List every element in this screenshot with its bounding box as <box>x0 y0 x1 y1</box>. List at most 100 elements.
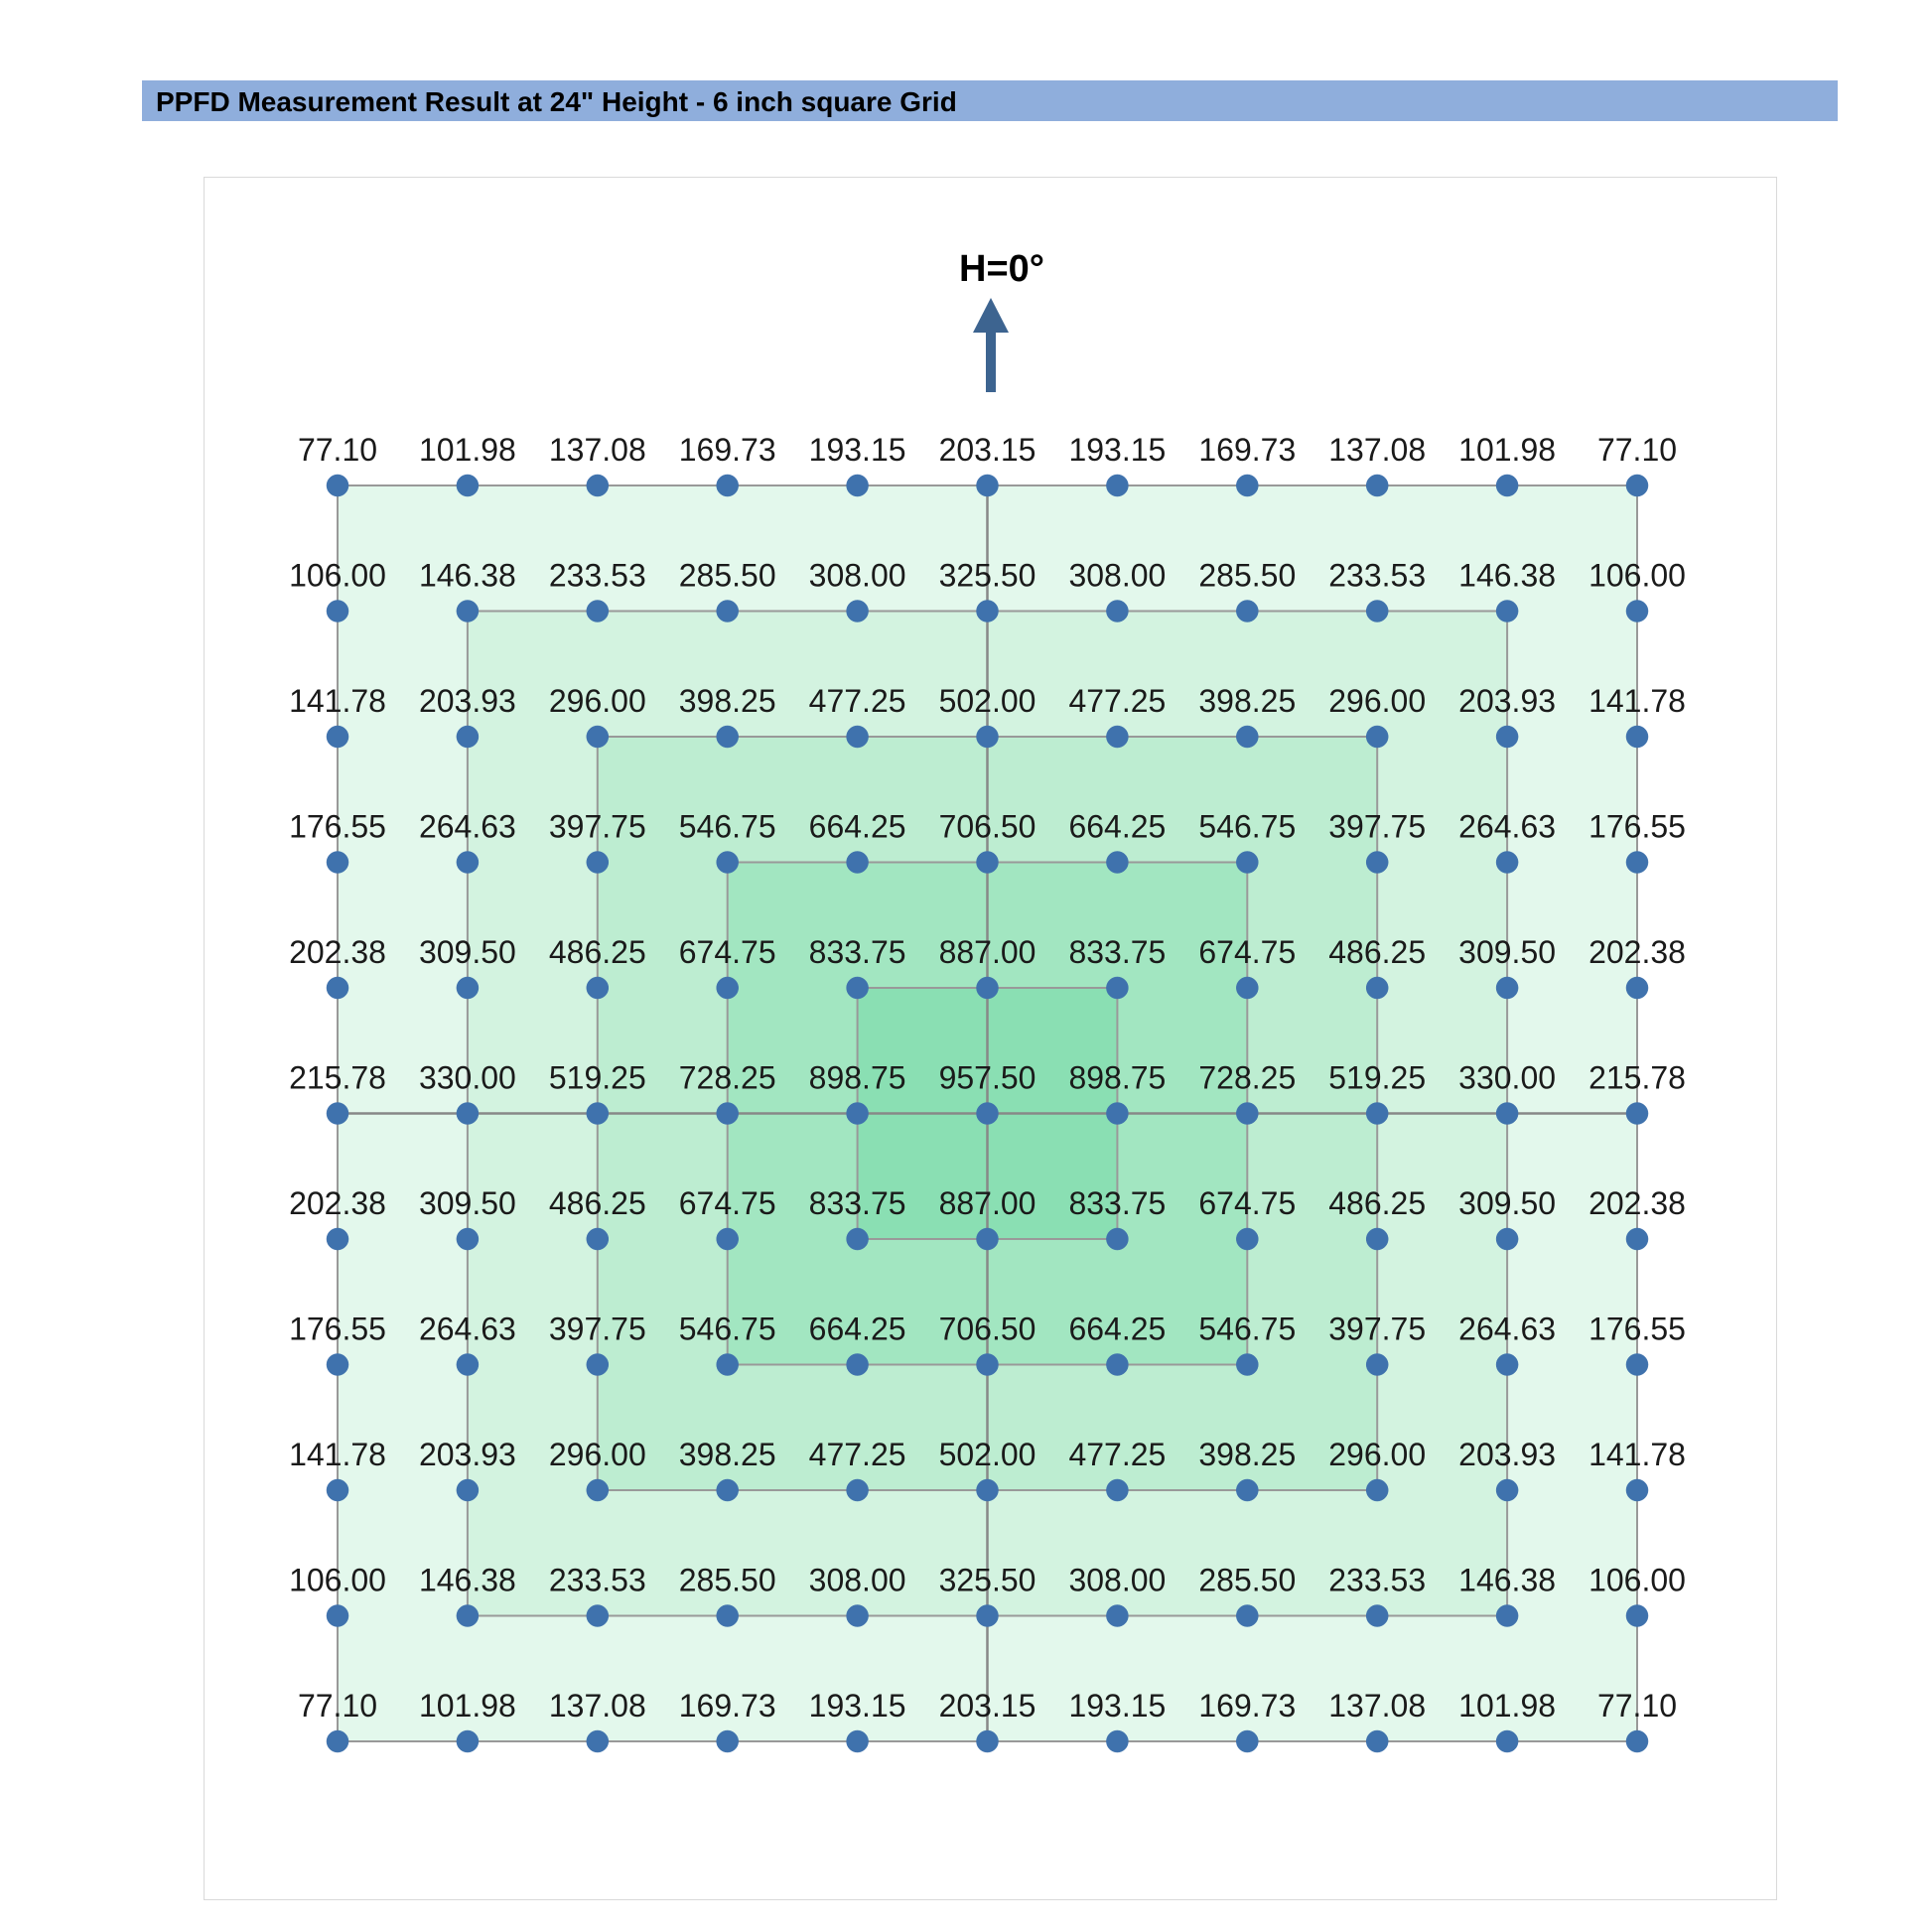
svg-text:833.75: 833.75 <box>809 1185 906 1221</box>
svg-text:202.38: 202.38 <box>289 1185 386 1221</box>
svg-text:308.00: 308.00 <box>1068 1563 1166 1598</box>
svg-text:264.63: 264.63 <box>1458 809 1556 845</box>
svg-text:193.15: 193.15 <box>1068 432 1166 468</box>
svg-text:664.25: 664.25 <box>809 1311 906 1347</box>
svg-text:285.50: 285.50 <box>679 558 776 594</box>
svg-text:146.38: 146.38 <box>1458 1563 1556 1598</box>
svg-text:397.75: 397.75 <box>549 809 646 845</box>
svg-text:546.75: 546.75 <box>1198 1311 1296 1347</box>
svg-text:486.25: 486.25 <box>1328 1185 1426 1221</box>
svg-text:101.98: 101.98 <box>419 432 516 468</box>
svg-text:202.38: 202.38 <box>1588 934 1686 970</box>
svg-text:137.08: 137.08 <box>549 432 646 468</box>
svg-text:477.25: 477.25 <box>1068 1437 1166 1472</box>
svg-text:137.08: 137.08 <box>549 1688 646 1724</box>
svg-text:898.75: 898.75 <box>1068 1060 1166 1096</box>
svg-text:398.25: 398.25 <box>679 1437 776 1472</box>
svg-text:398.25: 398.25 <box>1198 683 1296 719</box>
svg-text:176.55: 176.55 <box>1588 809 1686 845</box>
svg-text:486.25: 486.25 <box>549 934 646 970</box>
svg-text:203.15: 203.15 <box>939 1688 1036 1724</box>
svg-text:285.50: 285.50 <box>1198 1563 1296 1598</box>
svg-text:77.10: 77.10 <box>1597 432 1677 468</box>
svg-text:203.93: 203.93 <box>419 683 516 719</box>
svg-text:203.93: 203.93 <box>1458 683 1556 719</box>
svg-text:141.78: 141.78 <box>1588 683 1686 719</box>
svg-text:398.25: 398.25 <box>1198 1437 1296 1472</box>
svg-text:706.50: 706.50 <box>939 809 1036 845</box>
svg-text:887.00: 887.00 <box>939 1185 1036 1221</box>
svg-text:203.93: 203.93 <box>419 1437 516 1472</box>
svg-text:202.38: 202.38 <box>289 934 386 970</box>
svg-text:664.25: 664.25 <box>1068 1311 1166 1347</box>
svg-text:264.63: 264.63 <box>419 809 516 845</box>
svg-text:486.25: 486.25 <box>1328 934 1426 970</box>
svg-text:77.10: 77.10 <box>1597 1688 1677 1724</box>
svg-text:477.25: 477.25 <box>809 1437 906 1472</box>
svg-text:308.00: 308.00 <box>1068 558 1166 594</box>
svg-text:296.00: 296.00 <box>1328 1437 1426 1472</box>
svg-text:146.38: 146.38 <box>419 1563 516 1598</box>
svg-text:887.00: 887.00 <box>939 934 1036 970</box>
svg-text:330.00: 330.00 <box>419 1060 516 1096</box>
svg-text:519.25: 519.25 <box>1328 1060 1426 1096</box>
svg-text:664.25: 664.25 <box>809 809 906 845</box>
svg-text:137.08: 137.08 <box>1328 432 1426 468</box>
svg-text:193.15: 193.15 <box>1068 1688 1166 1724</box>
svg-text:106.00: 106.00 <box>289 558 386 594</box>
svg-text:674.75: 674.75 <box>1198 934 1296 970</box>
svg-text:169.73: 169.73 <box>1198 1688 1296 1724</box>
svg-text:141.78: 141.78 <box>289 683 386 719</box>
svg-text:309.50: 309.50 <box>419 1185 516 1221</box>
svg-text:397.75: 397.75 <box>1328 1311 1426 1347</box>
svg-text:264.63: 264.63 <box>1458 1311 1556 1347</box>
svg-text:706.50: 706.50 <box>939 1311 1036 1347</box>
svg-text:77.10: 77.10 <box>298 432 377 468</box>
svg-text:833.75: 833.75 <box>1068 934 1166 970</box>
svg-text:233.53: 233.53 <box>1328 1563 1426 1598</box>
svg-text:233.53: 233.53 <box>1328 558 1426 594</box>
svg-text:137.08: 137.08 <box>1328 1688 1426 1724</box>
svg-text:106.00: 106.00 <box>1588 558 1686 594</box>
svg-text:101.98: 101.98 <box>1458 1688 1556 1724</box>
svg-text:176.55: 176.55 <box>289 809 386 845</box>
svg-text:957.50: 957.50 <box>939 1060 1036 1096</box>
svg-text:308.00: 308.00 <box>809 558 906 594</box>
svg-text:106.00: 106.00 <box>1588 1563 1686 1598</box>
svg-text:101.98: 101.98 <box>419 1688 516 1724</box>
svg-text:674.75: 674.75 <box>679 1185 776 1221</box>
svg-text:202.38: 202.38 <box>1588 1185 1686 1221</box>
svg-text:309.50: 309.50 <box>419 934 516 970</box>
svg-text:285.50: 285.50 <box>1198 558 1296 594</box>
svg-text:898.75: 898.75 <box>809 1060 906 1096</box>
svg-text:101.98: 101.98 <box>1458 432 1556 468</box>
svg-text:233.53: 233.53 <box>549 1563 646 1598</box>
svg-text:176.55: 176.55 <box>289 1311 386 1347</box>
svg-text:106.00: 106.00 <box>289 1563 386 1598</box>
svg-text:674.75: 674.75 <box>679 934 776 970</box>
svg-text:215.78: 215.78 <box>289 1060 386 1096</box>
svg-text:285.50: 285.50 <box>679 1563 776 1598</box>
svg-text:477.25: 477.25 <box>809 683 906 719</box>
svg-text:674.75: 674.75 <box>1198 1185 1296 1221</box>
svg-text:146.38: 146.38 <box>1458 558 1556 594</box>
svg-text:146.38: 146.38 <box>419 558 516 594</box>
svg-text:477.25: 477.25 <box>1068 683 1166 719</box>
svg-text:546.75: 546.75 <box>679 809 776 845</box>
svg-text:264.63: 264.63 <box>419 1311 516 1347</box>
svg-text:296.00: 296.00 <box>1328 683 1426 719</box>
svg-text:308.00: 308.00 <box>809 1563 906 1598</box>
svg-text:296.00: 296.00 <box>549 1437 646 1472</box>
svg-text:296.00: 296.00 <box>549 683 646 719</box>
svg-text:141.78: 141.78 <box>1588 1437 1686 1472</box>
svg-text:325.50: 325.50 <box>939 1563 1036 1598</box>
svg-text:193.15: 193.15 <box>809 432 906 468</box>
svg-text:176.55: 176.55 <box>1588 1311 1686 1347</box>
svg-text:330.00: 330.00 <box>1458 1060 1556 1096</box>
svg-text:169.73: 169.73 <box>679 432 776 468</box>
svg-text:728.25: 728.25 <box>1198 1060 1296 1096</box>
svg-text:502.00: 502.00 <box>939 1437 1036 1472</box>
svg-text:325.50: 325.50 <box>939 558 1036 594</box>
svg-text:664.25: 664.25 <box>1068 809 1166 845</box>
svg-text:233.53: 233.53 <box>549 558 646 594</box>
